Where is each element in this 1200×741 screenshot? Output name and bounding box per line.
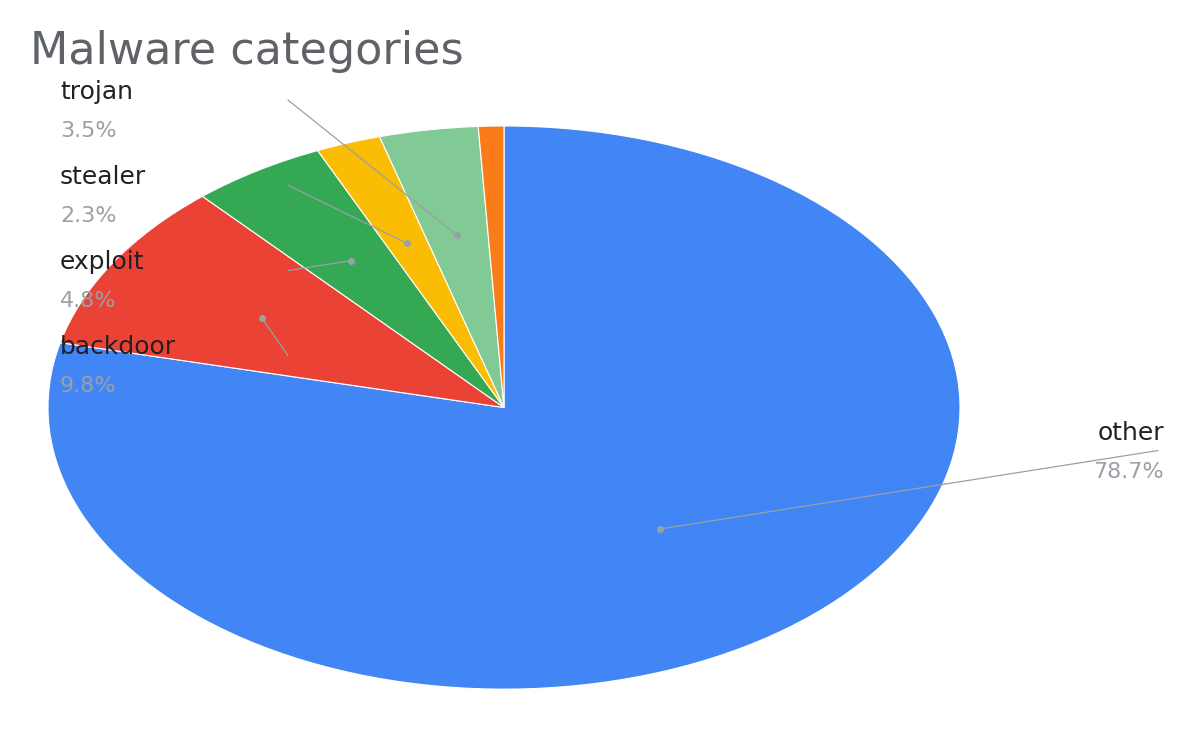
Wedge shape	[379, 127, 504, 408]
Wedge shape	[60, 196, 504, 408]
Text: 2.3%: 2.3%	[60, 206, 116, 226]
Text: trojan: trojan	[60, 80, 133, 104]
Wedge shape	[203, 150, 504, 408]
Wedge shape	[48, 126, 960, 689]
Text: 78.7%: 78.7%	[1093, 462, 1164, 482]
Text: backdoor: backdoor	[60, 336, 176, 359]
Text: 3.5%: 3.5%	[60, 121, 116, 141]
Text: exploit: exploit	[60, 250, 144, 274]
Text: stealer: stealer	[60, 165, 146, 189]
Text: Malware categories: Malware categories	[30, 30, 463, 73]
Wedge shape	[479, 126, 504, 408]
Text: 4.8%: 4.8%	[60, 291, 116, 311]
Text: other: other	[1097, 421, 1164, 445]
Wedge shape	[318, 136, 504, 408]
Text: 9.8%: 9.8%	[60, 376, 116, 396]
